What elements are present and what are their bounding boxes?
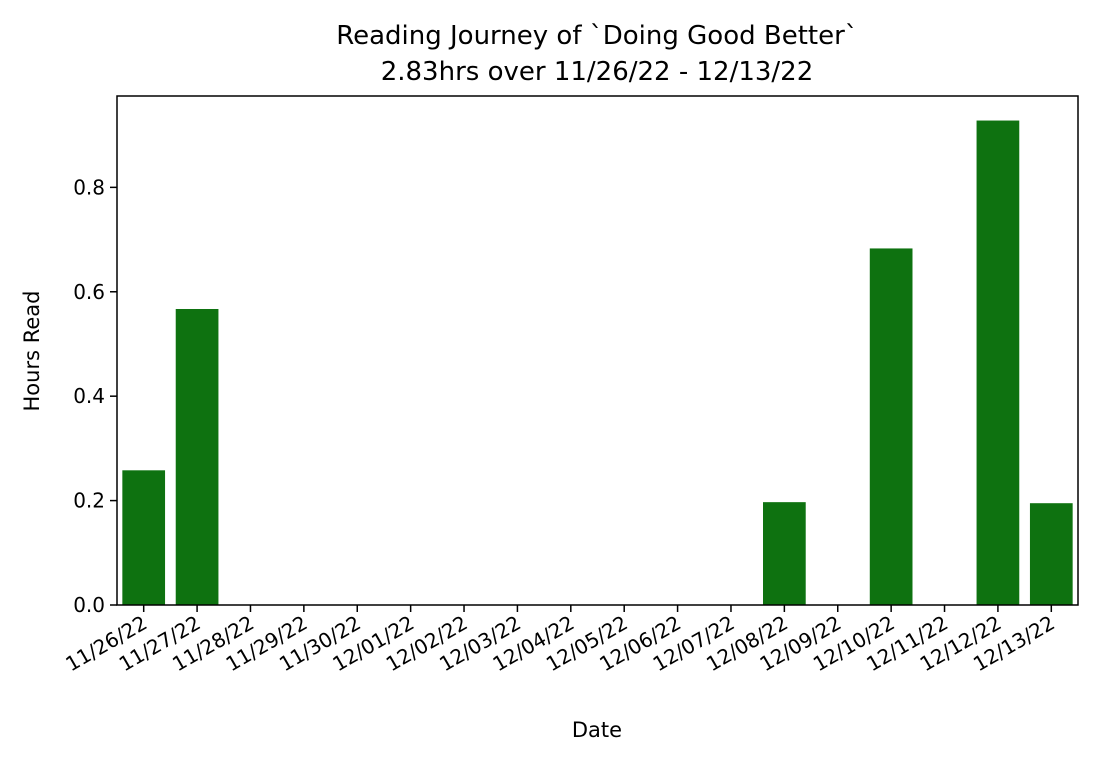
y-tick-label: 0.0 bbox=[73, 593, 105, 617]
bars-group bbox=[122, 120, 1073, 606]
y-tick-label: 0.4 bbox=[73, 384, 105, 408]
chart-title: Reading Journey of `Doing Good Better` bbox=[336, 21, 858, 51]
x-axis-label: Date bbox=[572, 718, 622, 742]
x-axis: 11/26/2211/27/2211/28/2211/29/2211/30/22… bbox=[61, 605, 1059, 676]
y-axis-label: Hours Read bbox=[20, 291, 44, 412]
bar-12-12-22 bbox=[976, 120, 1020, 605]
y-tick-label: 0.2 bbox=[73, 489, 105, 513]
bar-11-27-22 bbox=[175, 308, 219, 605]
y-tick-label: 0.8 bbox=[73, 175, 105, 199]
bar-12-13-22 bbox=[1029, 503, 1073, 605]
chart-subtitle: 2.83hrs over 11/26/22 - 12/13/22 bbox=[381, 57, 814, 87]
bar-12-10-22 bbox=[869, 248, 913, 606]
y-tick-label: 0.6 bbox=[73, 280, 105, 304]
plot-frame bbox=[116, 95, 1079, 606]
bar-12-08-22 bbox=[763, 502, 806, 605]
y-axis: 0.0 0.2 0.4 0.6 0.8 bbox=[73, 175, 117, 617]
bar-11-26-22 bbox=[122, 470, 166, 605]
